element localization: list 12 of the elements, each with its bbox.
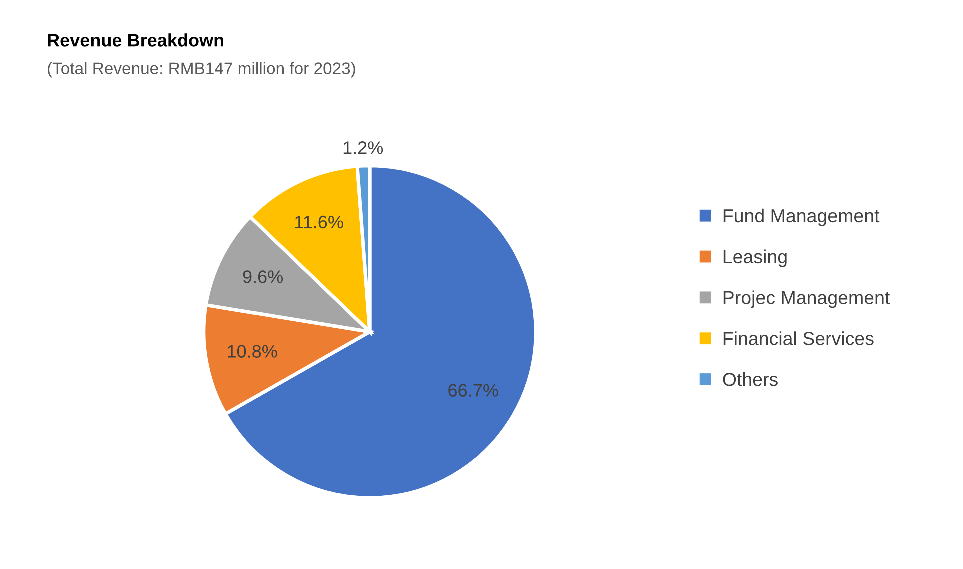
data-label: 10.8% [228, 345, 278, 358]
chart-title: Revenue Breakdown [48, 34, 224, 47]
data-label: 11.6% [295, 216, 344, 229]
legend-label: Leasing [724, 250, 787, 268]
data-label: 1.2% [344, 142, 384, 154]
legend-label: Financial Services [724, 332, 874, 346]
data-label: 9.6% [243, 270, 283, 284]
legend-label: Others [723, 372, 778, 386]
data-label: 66.7% [448, 384, 498, 397]
chart-subtitle: (Total Revenue: RMB147 million for 2023) [48, 62, 356, 78]
legend-label: Projec Management [724, 290, 890, 308]
legend-label: Fund Management [724, 208, 880, 226]
